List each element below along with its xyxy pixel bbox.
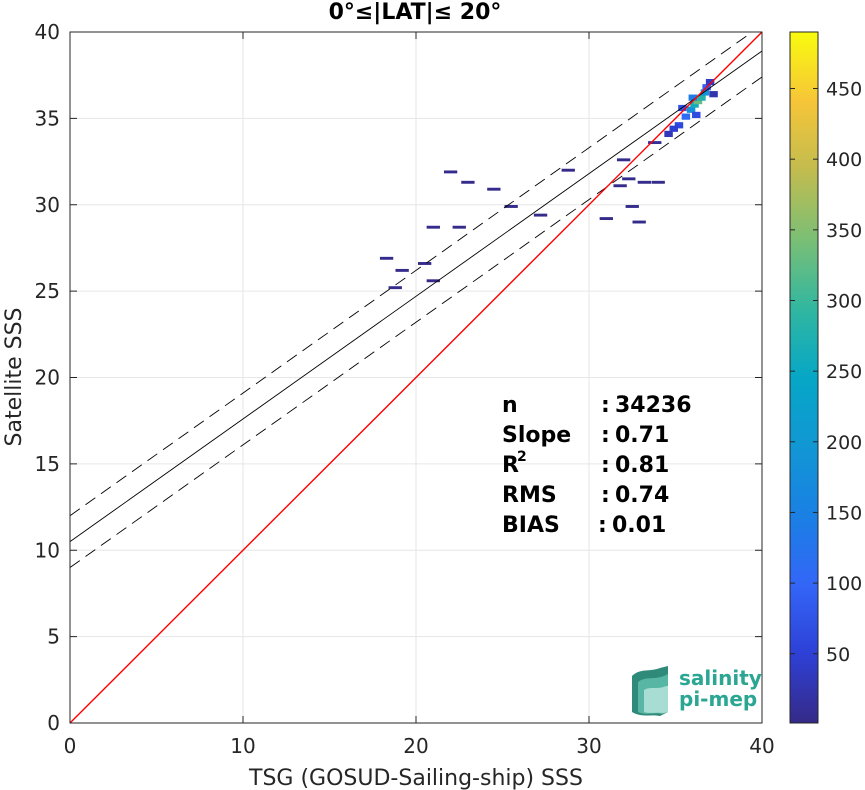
- y-tick-label: 35: [35, 106, 60, 130]
- density-cell: [637, 180, 652, 184]
- y-tick-label: 15: [35, 452, 60, 476]
- density-cell: [533, 213, 548, 217]
- stat-value: 0.74: [615, 483, 669, 508]
- x-tick-label: 40: [749, 734, 774, 758]
- density-cell: [625, 205, 639, 208]
- density-cell: [697, 94, 706, 101]
- stat-label: RMS: [502, 483, 557, 508]
- density-cell: [395, 268, 409, 272]
- colorbar-tick-label: 50: [826, 644, 850, 666]
- density-cell: [681, 113, 691, 120]
- stat-separator: :: [598, 513, 607, 538]
- stat-value: 0.71: [615, 423, 669, 448]
- density-cell: [379, 256, 394, 260]
- colorbar-ticks: 50 100 150 200 250 300 350 400 450: [790, 79, 862, 666]
- colorbar-tick-label: 300: [826, 290, 862, 312]
- density-cell: [705, 78, 715, 86]
- density-cell: [693, 97, 703, 105]
- density-cell: [669, 125, 679, 132]
- density-cell: [678, 104, 687, 112]
- density-cell: [417, 262, 432, 265]
- logo-line2: pi-mep: [679, 687, 757, 711]
- colorbar-tick-label: 250: [826, 361, 862, 383]
- density-cell: [452, 225, 466, 229]
- density-cell: [674, 122, 684, 129]
- fit-line: [69, 50, 763, 542]
- density-cell: [388, 286, 402, 290]
- x-tick-label: 20: [403, 734, 428, 758]
- x-tick-label: 0: [64, 734, 77, 758]
- colorbar-tick-label: 450: [826, 79, 862, 101]
- stat-value: 0.01: [612, 513, 666, 538]
- colorbar: [789, 31, 819, 724]
- y-tick-label: 10: [35, 538, 60, 562]
- density-cell: [616, 158, 631, 162]
- density-cell: [613, 184, 627, 188]
- density-cell: [686, 106, 696, 113]
- fit-bound-line: [69, 76, 763, 568]
- x-tick-label: 30: [576, 734, 601, 758]
- density-cell: [709, 91, 718, 98]
- identity-line: [69, 31, 763, 724]
- y-axis: 0 5 10 15 20 25 30 35 40: [35, 20, 762, 735]
- x-tick-label: 10: [230, 734, 255, 758]
- salinity-pi-mep-logo: salinity pi-mep: [632, 666, 762, 716]
- y-tick-label: 20: [35, 366, 60, 390]
- density-cell: [688, 94, 698, 101]
- logo-line1: salinity: [679, 666, 762, 690]
- density-cell: [443, 170, 458, 174]
- density-cell: [426, 279, 440, 283]
- density-cell: [561, 168, 575, 172]
- stat-separator: :: [601, 483, 610, 508]
- density-cell: [461, 180, 475, 184]
- density-cell: [700, 89, 710, 96]
- stat-value: 0.81: [615, 453, 669, 478]
- colorbar-tick-label: 200: [826, 432, 862, 454]
- stat-separator: :: [601, 423, 610, 448]
- stat-value: 34236: [615, 393, 692, 418]
- colorbar-tick-label: 100: [826, 573, 862, 595]
- density-cell: [692, 111, 701, 119]
- y-tick-label: 0: [47, 711, 60, 735]
- x-axis-label: TSG (GOSUD-Sailing-ship) SSS: [248, 766, 583, 790]
- fit-bound-line: [69, 31, 753, 517]
- density-cell: [426, 225, 440, 229]
- density-cell: [690, 101, 699, 108]
- stat-separator: :: [601, 453, 610, 478]
- colorbar-tick-label: 150: [826, 502, 862, 524]
- x-axis: 0 10 20 30 40: [64, 32, 775, 758]
- stat-label: R: [502, 453, 519, 478]
- density-cell: [487, 187, 501, 191]
- statistics-block: n:34236Slope:0.71R2:0.81RMS:0.74BIAS:0.0…: [502, 393, 692, 538]
- density-cell: [648, 141, 662, 145]
- y-tick-label: 25: [35, 279, 60, 303]
- stat-label-superscript: 2: [517, 449, 527, 465]
- y-tick-label: 40: [35, 20, 60, 44]
- density-cell: [504, 205, 518, 208]
- y-tick-label: 5: [47, 625, 60, 649]
- density-cell: [622, 177, 636, 181]
- regression-lines: [69, 31, 763, 724]
- y-axis-label: Satellite SSS: [2, 308, 27, 447]
- colorbar-tick-label: 400: [826, 149, 862, 171]
- stat-label: n: [502, 393, 518, 418]
- colorbar-tick-label: 350: [826, 220, 862, 242]
- stat-separator: :: [601, 393, 610, 418]
- density-cell: [599, 217, 613, 221]
- chart-title: 0°≤|LAT|≤ 20°: [329, 0, 502, 25]
- y-tick-label: 30: [35, 193, 60, 217]
- stat-label: Slope: [502, 423, 571, 448]
- density-cell: [632, 220, 646, 224]
- density-cell: [664, 130, 673, 138]
- wave-icon: [632, 666, 668, 716]
- density-cell: [651, 180, 665, 184]
- stat-label: BIAS: [502, 513, 560, 538]
